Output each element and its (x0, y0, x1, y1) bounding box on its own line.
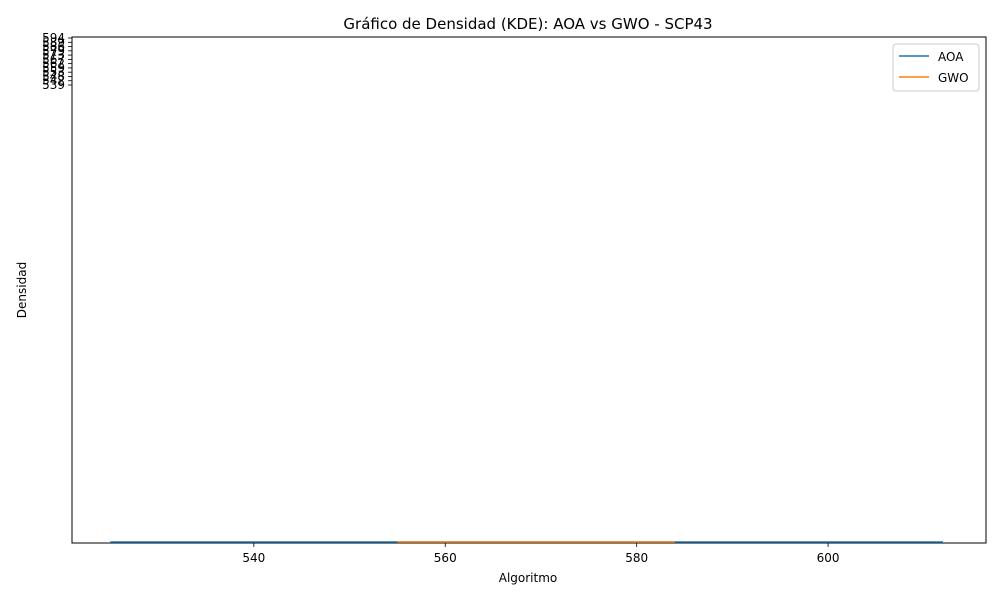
y-tick-label: 586 (42, 40, 65, 54)
y-tick-label: 553 (42, 65, 65, 79)
y-tick-label: 539 (42, 78, 65, 92)
y-tick-label: 542 (42, 74, 65, 88)
x-tick-label: 600 (817, 551, 840, 565)
y-tick-label: 548 (42, 69, 65, 83)
chart-title: Gráfico de Densidad (KDE): AOA vs GWO - … (343, 15, 712, 33)
x-tick-label: 560 (434, 551, 457, 565)
y-tick-label: 594 (42, 31, 65, 45)
y-tick-label: 573 (42, 48, 65, 62)
y-tick-label: 559 (42, 61, 65, 75)
y-tick-label: 589 (42, 35, 65, 49)
legend-label-gwo: GWO (938, 71, 969, 85)
x-tick-label: 540 (242, 551, 265, 565)
y-tick-label: 567 (42, 52, 65, 66)
x-axis-label: Algoritmo (499, 571, 558, 585)
x-tick-label: 580 (625, 551, 648, 565)
legend: AOA GWO (892, 43, 980, 92)
legend-label-aoa: AOA (938, 50, 964, 64)
plot-area (71, 36, 987, 544)
x-axis-ticks: 540 560 580 600 (242, 543, 840, 565)
y-axis-label: Densidad (15, 262, 29, 318)
y-tick-label: 562 (42, 57, 65, 71)
y-tick-label: 579 (42, 44, 65, 58)
